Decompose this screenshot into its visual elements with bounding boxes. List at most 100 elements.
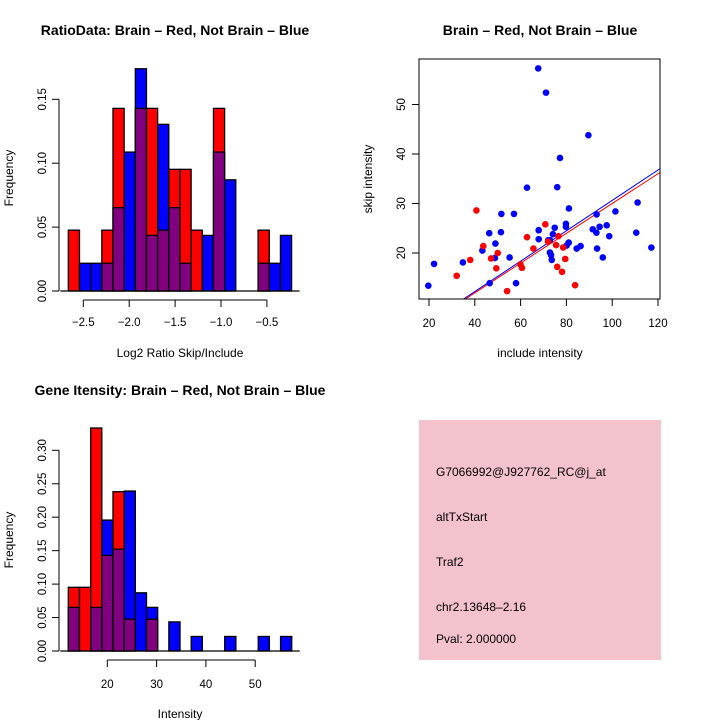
bar-overlap (179, 262, 192, 292)
ratio-title: RatioData: Brain – Red, Not Brain – Blue (41, 22, 310, 38)
y-tick-label: 40 (396, 148, 408, 161)
y-tick-label: 0.05 (37, 216, 49, 238)
point-blue (523, 184, 531, 191)
point-blue (596, 223, 603, 231)
y-tick-label: 0.10 (37, 152, 49, 174)
bar-blue (224, 635, 237, 652)
point-blue (497, 228, 505, 236)
point-blue (549, 230, 557, 238)
y-tick-label: 0.30 (37, 439, 49, 461)
gene-name: Traf2 (436, 555, 464, 569)
x-tick-label: 40 (200, 679, 213, 691)
bar-overlap (134, 107, 148, 292)
point-blue (485, 229, 493, 237)
x-tick-label: 100 (603, 318, 622, 330)
bar-red (67, 229, 81, 292)
point-blue (577, 242, 584, 250)
y-tick-label: 0.20 (37, 506, 49, 528)
point-red (487, 255, 495, 262)
point-red (561, 255, 569, 263)
bar-blue (279, 234, 293, 292)
x-tick-label: 30 (150, 679, 163, 691)
scatter-ylabel: skip intensity (361, 145, 375, 214)
bar-red (78, 586, 92, 652)
bar-overlap (123, 618, 136, 652)
x-tick-label: 20 (101, 679, 114, 691)
point-blue (634, 199, 641, 206)
bar-overlap (101, 554, 114, 652)
point-blue (599, 254, 607, 261)
point-red (503, 287, 511, 295)
point-blue (430, 260, 438, 268)
point-red (453, 272, 461, 280)
bar-overlap (145, 234, 159, 292)
point-blue (585, 131, 592, 139)
bar-blue (268, 262, 282, 292)
point-red (523, 233, 531, 241)
point-blue (534, 65, 542, 72)
point-blue (547, 251, 555, 259)
bar-blue (279, 635, 293, 652)
y-tick-label: 0.10 (37, 573, 49, 595)
scatter-plot-box (418, 58, 661, 300)
x-tick-label: −2.5 (72, 317, 95, 329)
x-tick-label: −2.0 (118, 317, 141, 329)
y-tick-label: 50 (396, 98, 408, 111)
point-red (466, 256, 474, 264)
point-blue (492, 240, 499, 247)
x-tick-label: −1.5 (164, 317, 187, 329)
point-red (473, 207, 480, 214)
point-blue (459, 259, 467, 266)
gene-xlabel: Intensity (158, 707, 203, 720)
point-red (553, 263, 561, 271)
point-red (552, 241, 560, 249)
x-tick-label: 50 (249, 679, 262, 691)
bar-overlap (101, 262, 114, 292)
point-blue (565, 205, 573, 212)
bar-red (190, 229, 203, 292)
intensity-scatter: Brain – Red, Not Brain – Blue include in… (361, 22, 668, 360)
bar-overlap (156, 229, 170, 292)
point-blue (506, 254, 513, 261)
point-blue (603, 221, 611, 229)
point-blue (486, 279, 493, 287)
bar-blue (168, 621, 181, 652)
genomic-location: chr2.13648–2.16 (436, 600, 526, 614)
point-blue (605, 232, 613, 240)
point-blue (565, 239, 572, 246)
point-blue (542, 89, 550, 96)
point-blue (556, 154, 564, 162)
point-blue (535, 226, 542, 234)
point-red (571, 281, 579, 289)
ratio-histogram: RatioData: Brain – Red, Not Brain – Blue… (2, 22, 309, 360)
bar-blue (134, 592, 148, 652)
gene-histogram: Gene Itensity: Brain – Red, Not Brain – … (2, 382, 326, 720)
y-tick-label: 20 (396, 247, 408, 260)
y-tick-label: 0.05 (37, 606, 49, 628)
point-red (518, 264, 526, 272)
bar-blue (190, 635, 204, 652)
bar-overlap (257, 262, 270, 292)
y-tick-label: 30 (396, 197, 408, 210)
bar-blue (123, 151, 136, 292)
bar-overlap (89, 606, 103, 652)
point-red (544, 238, 552, 245)
x-tick-label: 20 (423, 318, 436, 330)
bar-blue (201, 234, 215, 292)
probe-id: G7066992@J927762_RC@j_at (436, 465, 606, 479)
point-blue (632, 229, 640, 237)
x-tick-label: 120 (648, 318, 667, 330)
event-type: altTxStart (436, 510, 488, 524)
bar-blue (257, 635, 271, 652)
point-red (530, 245, 537, 252)
point-blue (535, 235, 542, 243)
point-blue (425, 282, 432, 289)
point-red (479, 242, 487, 250)
point-blue (553, 183, 561, 191)
bar-overlap (67, 606, 81, 652)
gene-ylabel: Frequency (2, 512, 16, 569)
point-blue (593, 211, 600, 218)
point-blue (510, 210, 518, 218)
bar-overlap (145, 618, 159, 652)
